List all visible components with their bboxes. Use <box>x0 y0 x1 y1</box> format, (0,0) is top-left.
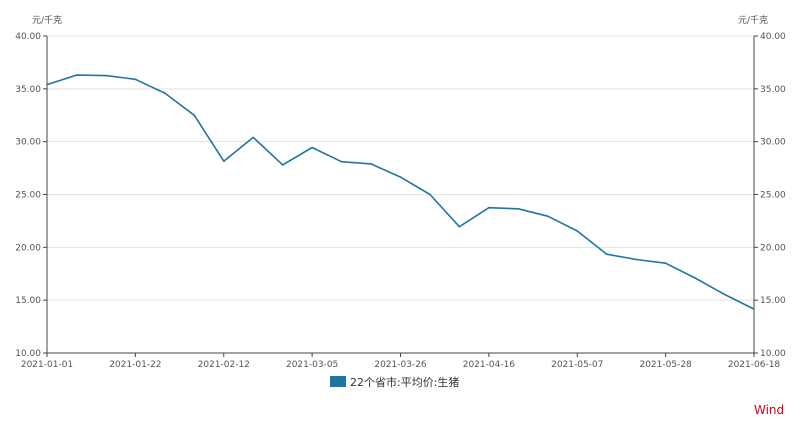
data-point <box>311 146 313 149</box>
data-point <box>458 225 461 228</box>
data-point <box>723 293 726 296</box>
x-tick-label: 2021-06-18 <box>728 360 781 370</box>
legend-swatch <box>330 376 346 387</box>
data-point <box>429 193 431 196</box>
y-tick-label-right: 30.00 <box>760 138 786 148</box>
data-point <box>488 206 490 209</box>
data-point <box>252 136 255 139</box>
y-axis-left-ticks: 10.00 15.00 20.00 25.00 30.00 35.00 40.00 <box>15 32 47 359</box>
y-tick-label-right: 25.00 <box>760 191 786 201</box>
series-line <box>46 74 755 310</box>
data-point <box>105 74 107 77</box>
x-tick-label: 2021-03-05 <box>286 360 338 370</box>
y-tick-label-left: 35.00 <box>15 85 41 95</box>
data-point <box>635 258 637 261</box>
y-tick-label-right: 40.00 <box>760 32 786 42</box>
data-point <box>222 160 225 163</box>
x-tick-label: 2021-05-28 <box>639 360 692 370</box>
data-point <box>605 253 608 256</box>
data-point <box>753 308 755 310</box>
y-unit-left: 元/千克 <box>32 15 62 26</box>
legend: 22个省市:平均价:生猪 <box>330 375 459 389</box>
data-point <box>399 176 402 178</box>
data-point <box>517 207 520 210</box>
data-point <box>664 262 667 264</box>
x-axis-ticks: 2021-01-01 2021-01-22 2021-02-12 2021-03-05… <box>21 353 781 370</box>
x-tick-label: 2021-05-07 <box>551 360 603 370</box>
y-tick-label-left: 10.00 <box>15 349 41 359</box>
y-axis-right-ticks: 10.00 15.00 20.00 25.00 30.00 35.00 40.00 <box>754 32 786 359</box>
grid-lines <box>47 35 754 301</box>
series-group <box>46 74 755 310</box>
watermark: Wind <box>754 403 784 417</box>
x-tick-label: 2021-01-22 <box>109 360 161 370</box>
y-tick-label-left: 25.00 <box>15 191 41 201</box>
data-point <box>576 230 579 232</box>
x-tick-label: 2021-01-01 <box>21 360 73 370</box>
legend-label: 22个省市:平均价:生猪 <box>350 375 459 389</box>
y-unit-right: 元/千克 <box>738 15 768 26</box>
data-point <box>281 164 284 166</box>
data-point <box>164 92 166 94</box>
y-tick-label-left: 20.00 <box>15 243 41 253</box>
y-tick-label-right: 35.00 <box>760 85 786 95</box>
x-tick-label: 2021-02-12 <box>198 360 250 370</box>
data-point <box>546 215 549 217</box>
data-point <box>46 83 48 86</box>
x-tick-label: 2021-04-16 <box>463 360 516 370</box>
y-tick-label-left: 40.00 <box>15 32 41 42</box>
data-point <box>193 114 196 117</box>
y-tick-label-right: 15.00 <box>760 296 786 306</box>
data-point <box>75 74 78 76</box>
y-tick-label-right: 20.00 <box>760 243 786 253</box>
y-tick-label-right: 10.00 <box>760 349 786 359</box>
data-point <box>370 163 372 165</box>
data-point <box>340 160 343 163</box>
data-point <box>134 78 137 81</box>
y-tick-label-left: 30.00 <box>15 138 41 148</box>
data-point <box>694 277 696 279</box>
y-tick-label-left: 15.00 <box>15 296 41 306</box>
x-tick-label: 2021-03-26 <box>374 360 427 370</box>
